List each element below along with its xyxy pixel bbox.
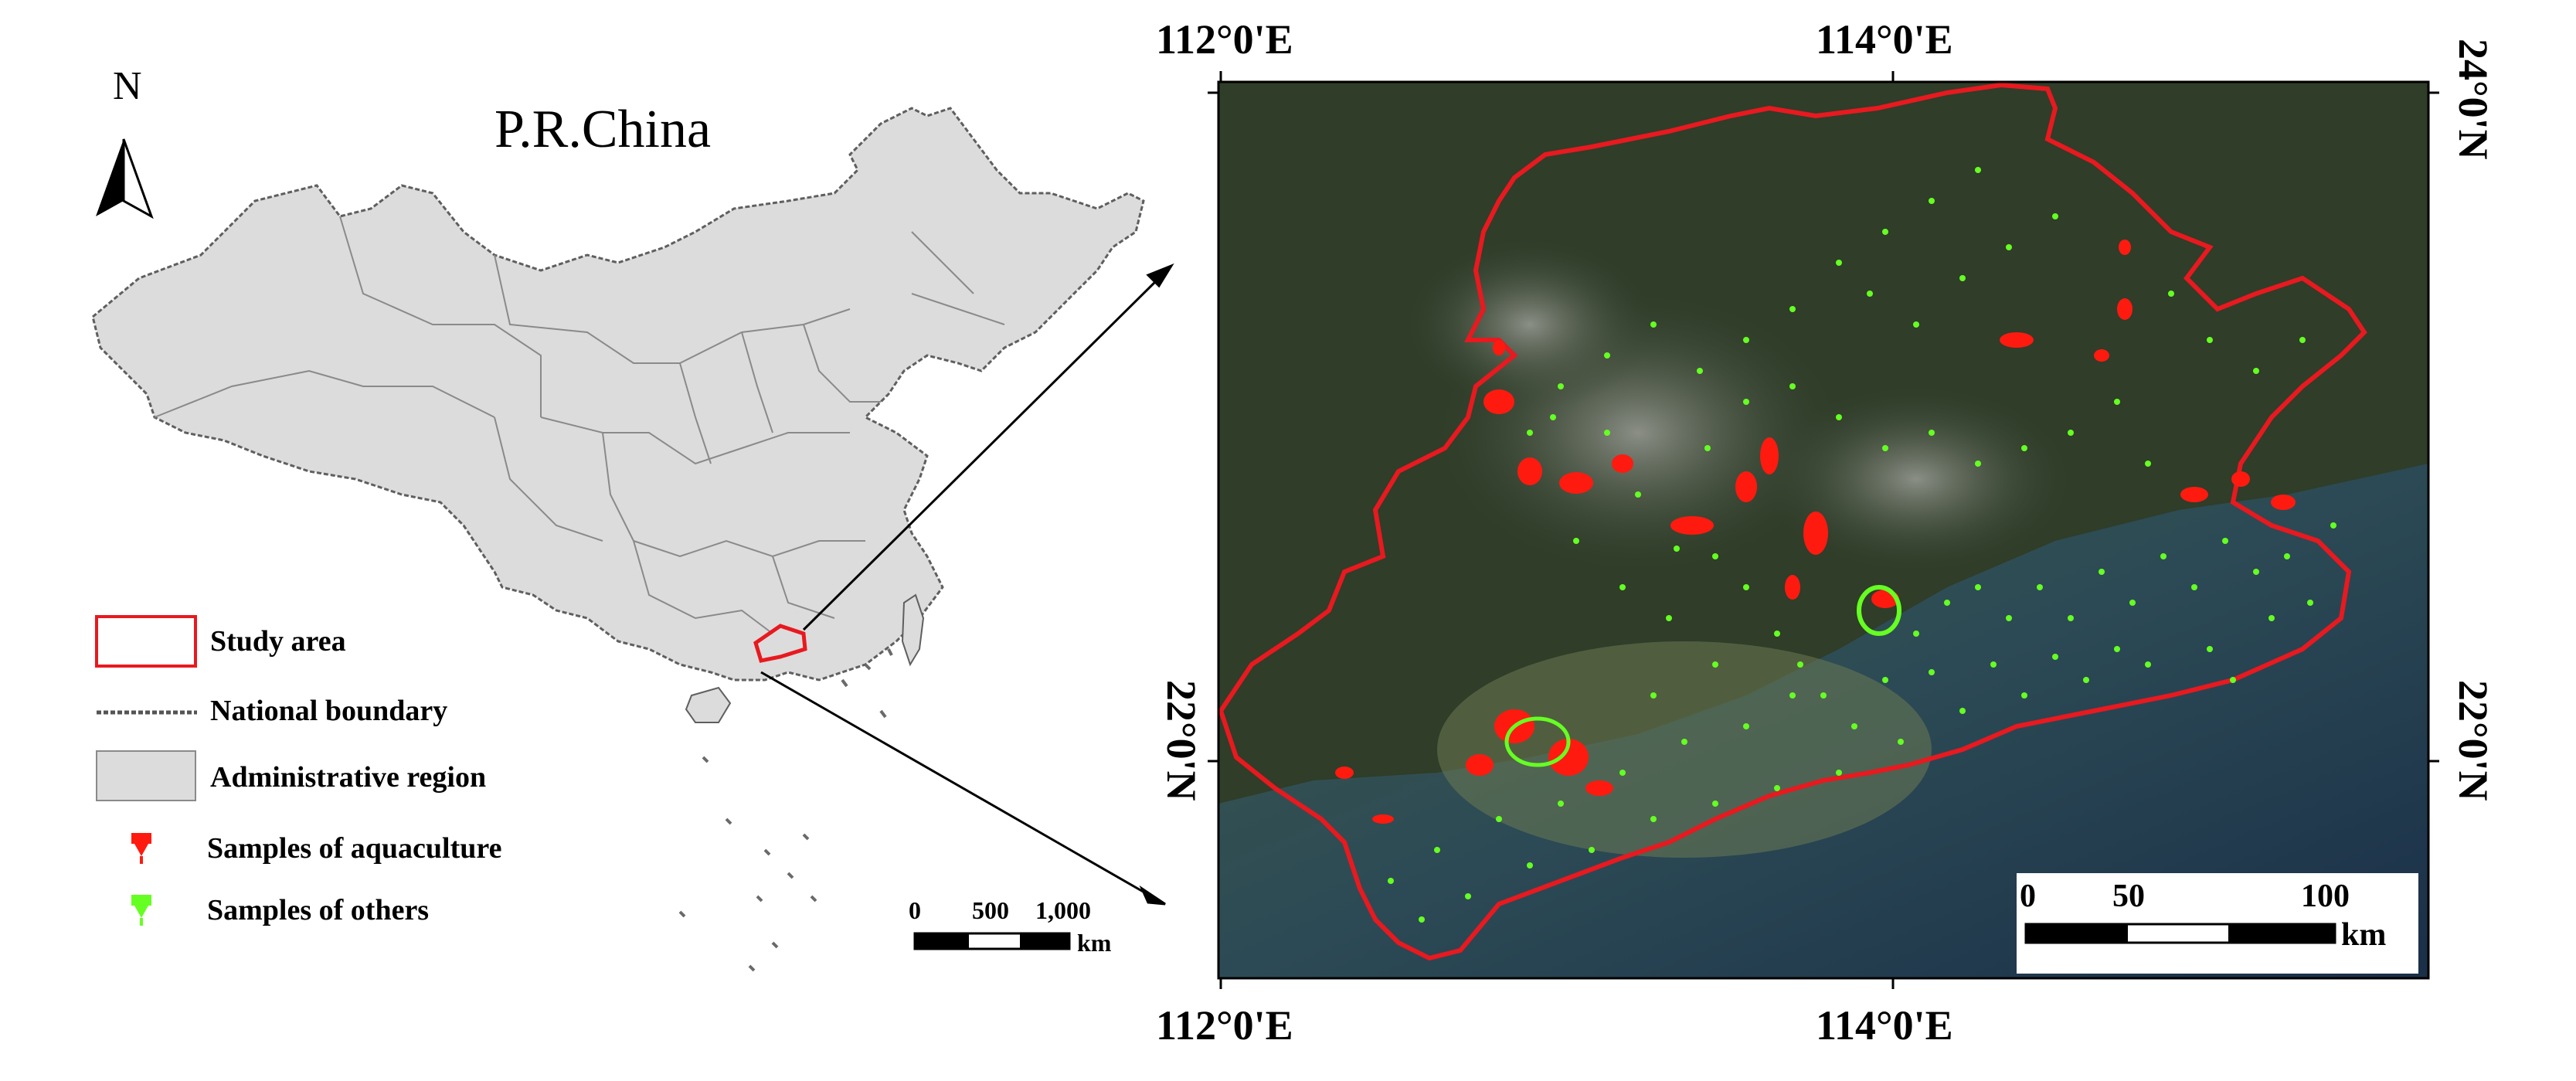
lat-label-right-22: 22°0'N: [2450, 680, 2496, 801]
others-cluster: [1504, 716, 1571, 767]
north-label: N: [113, 64, 142, 108]
legend-others-label: Samples of others: [207, 894, 430, 926]
legend-study-area-label: Study area: [210, 625, 346, 658]
study-area-map: [1208, 71, 2439, 989]
lon-label-top-114: 114°0'E: [1816, 16, 1953, 63]
overview-scale-tick-1000: 1,000: [1035, 896, 1091, 924]
study-scale-bar: [2024, 923, 2336, 944]
study-area-map-panel: 112°0'E 114°0'E 112°0'E 114°0'E 24°0'N 2…: [1156, 0, 2576, 1077]
study-area-inset: [753, 624, 807, 663]
study-scale-unit: km: [2341, 917, 2387, 953]
lon-label-bottom-114: 114°0'E: [1816, 1002, 1953, 1049]
study-area-boundary: [1218, 82, 2367, 961]
lat-label-left-22: 22°0'N: [1158, 680, 1205, 801]
legend-national-boundary-label: National boundary: [210, 695, 448, 727]
graticule-ticks: [1208, 71, 2439, 989]
legend-study-area-symbol: [95, 615, 197, 668]
study-scale-tick-50: 50: [2112, 879, 2145, 914]
study-scale-tick-0: 0: [2020, 879, 2036, 914]
lon-label-top-112: 112°0'E: [1156, 16, 1293, 63]
north-arrow-icon: [96, 138, 154, 219]
other-samples: [1388, 167, 2336, 923]
overview-scale-tick-0: 0: [909, 896, 921, 924]
overview-scale-unit: km: [1077, 929, 1112, 957]
estuary-turbid-water: [1437, 641, 1932, 858]
lat-label-right-24: 24°0'N: [2450, 39, 2496, 160]
urban-area: [1762, 386, 2071, 572]
overview-map: [91, 107, 1174, 972]
others-cluster: [1857, 585, 1901, 636]
legend-aquaculture-label: Samples of aquaculture: [207, 832, 502, 865]
zoom-arrows: [760, 263, 1174, 906]
legend-admin-region-symbol: [96, 750, 196, 801]
legend-admin-region-label: Administrative region: [210, 761, 487, 794]
legend-others-pin-icon: [131, 895, 151, 926]
overview-scale-tick-500: 500: [972, 896, 1009, 924]
south-sea-islands: [678, 648, 893, 972]
urban-area: [1406, 240, 1653, 410]
overview-map-panel: N P.R.China Study area National boundary…: [0, 0, 1205, 1077]
hainan-island: [685, 686, 732, 723]
province-boundaries: [154, 216, 1005, 634]
study-scale-tick-100: 100: [2301, 879, 2350, 914]
aquaculture-samples: [1335, 240, 2296, 824]
taiwan-island: [901, 593, 925, 667]
legend-aquaculture-pin-icon: [131, 833, 151, 864]
overview-title: P.R.China: [494, 100, 712, 159]
lon-label-bottom-112: 112°0'E: [1156, 1002, 1293, 1049]
china-admin-region: [91, 107, 1145, 682]
map-frame: [1217, 80, 2430, 980]
overview-scale-bar: [913, 932, 1071, 950]
